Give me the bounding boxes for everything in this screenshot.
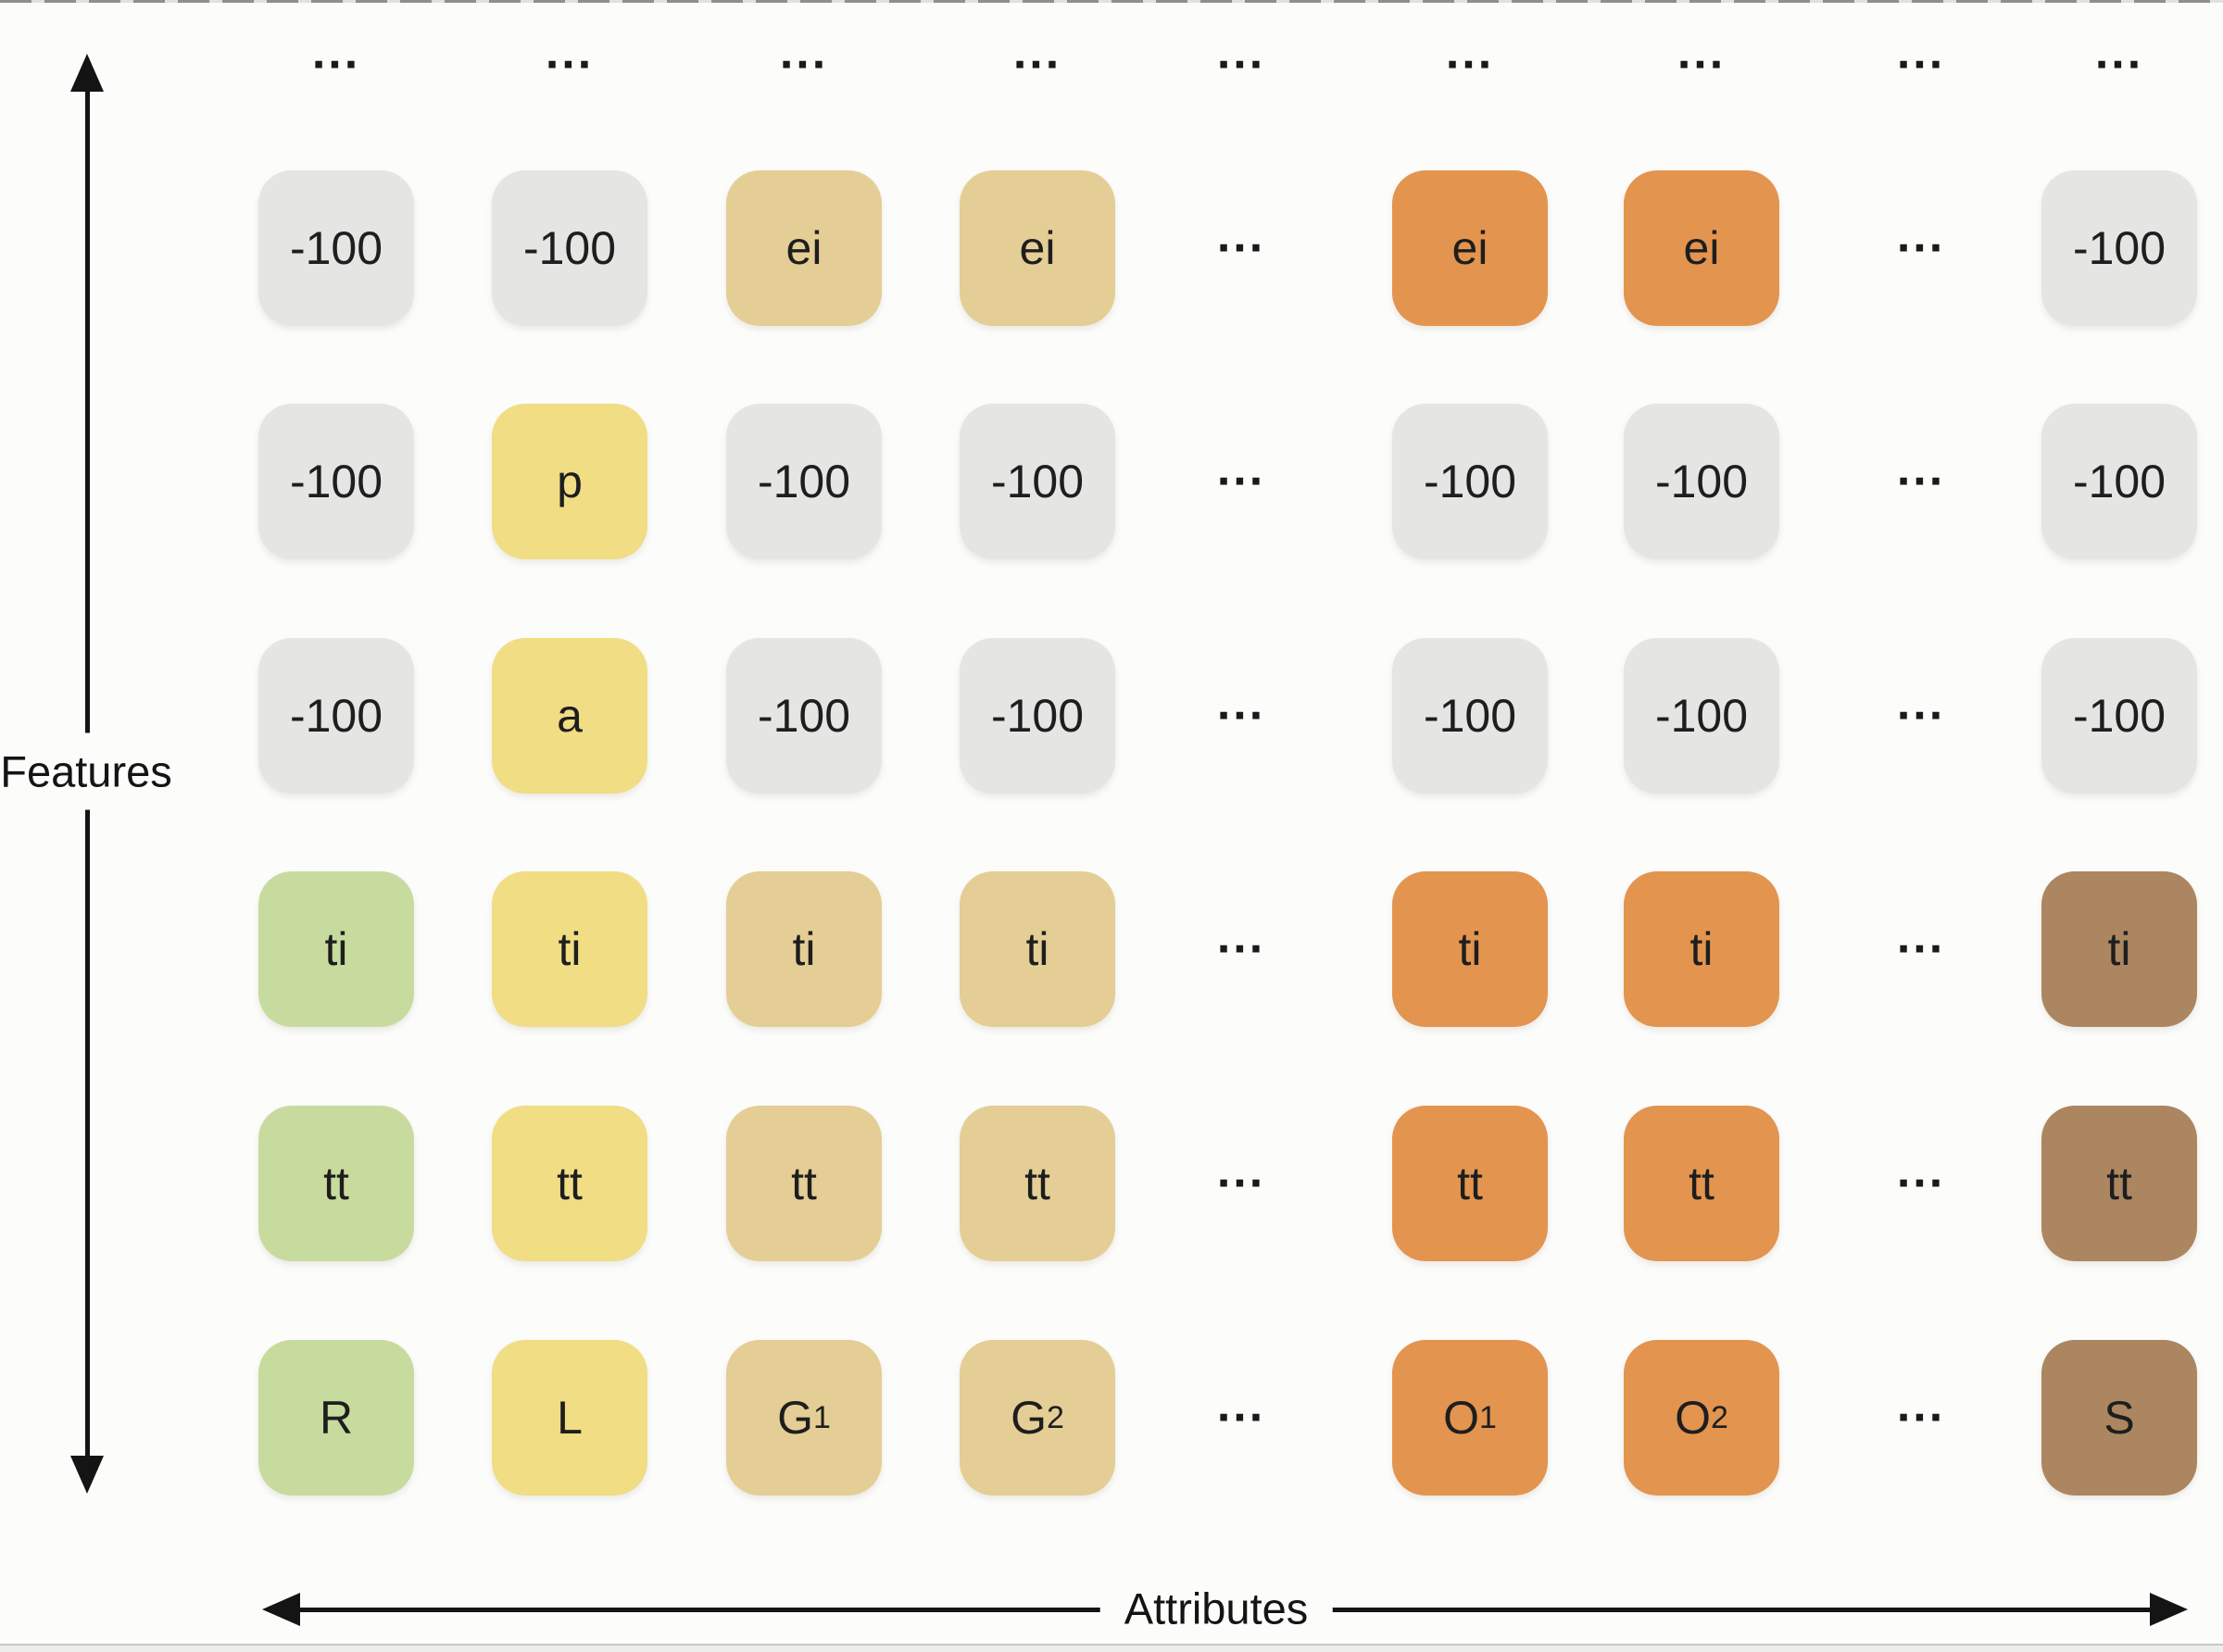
attributes-axis-right-arrowhead-icon bbox=[2150, 1593, 2188, 1626]
ellipsis-text: ... bbox=[779, 25, 829, 80]
matrix-cell: tt bbox=[2041, 1106, 2197, 1261]
attributes-axis-label: Attributes bbox=[1099, 1581, 1333, 1636]
ellipsis: ... bbox=[1624, 0, 1779, 143]
matrix-cell: -100 bbox=[960, 638, 1115, 794]
ellipsis: ... bbox=[1163, 170, 1319, 326]
matrix-cell: -100 bbox=[258, 404, 414, 559]
matrix-cell: -100 bbox=[2041, 170, 2197, 326]
features-axis-down-arrowhead-icon bbox=[70, 1456, 104, 1494]
matrix-cell: tt bbox=[492, 1106, 647, 1261]
ellipsis: ... bbox=[1843, 0, 1999, 143]
ellipsis-text: ... bbox=[1216, 1144, 1266, 1198]
ellipsis: ... bbox=[1163, 638, 1319, 794]
ellipsis: ... bbox=[960, 0, 1115, 143]
matrix-cell: R bbox=[258, 1340, 414, 1496]
matrix-cell: tt bbox=[1392, 1106, 1548, 1261]
ellipsis: ... bbox=[1843, 404, 1999, 559]
ellipsis: ... bbox=[1163, 404, 1319, 559]
ellipsis: ... bbox=[258, 0, 414, 143]
ellipsis-text: ... bbox=[1216, 909, 1266, 964]
matrix-cell: p bbox=[492, 404, 647, 559]
ellipsis: ... bbox=[726, 0, 882, 143]
matrix-cell: L bbox=[492, 1340, 647, 1496]
ellipsis: ... bbox=[1163, 1340, 1319, 1496]
matrix-cell: -100 bbox=[726, 638, 882, 794]
ellipsis-text: ... bbox=[1677, 25, 1727, 80]
matrix-cell: -100 bbox=[1624, 638, 1779, 794]
matrix-cell: ti bbox=[492, 871, 647, 1027]
matrix-cell: ti bbox=[1392, 871, 1548, 1027]
ellipsis-text: ... bbox=[1216, 208, 1266, 263]
matrix-cell: ei bbox=[960, 170, 1115, 326]
ellipsis-text: ... bbox=[1445, 25, 1495, 80]
ellipsis-text: ... bbox=[1216, 676, 1266, 731]
ellipsis-text: ... bbox=[1896, 25, 1946, 80]
ellipsis: ... bbox=[1843, 1106, 1999, 1261]
matrix-cell: -100 bbox=[2041, 638, 2197, 794]
matrix-cell: ti bbox=[2041, 871, 2197, 1027]
ellipsis: ... bbox=[1163, 871, 1319, 1027]
matrix-cell: -100 bbox=[492, 170, 647, 326]
ellipsis-text: ... bbox=[1896, 909, 1946, 964]
matrix-cell: -100 bbox=[1392, 404, 1548, 559]
ellipsis: ... bbox=[1843, 1340, 1999, 1496]
ellipsis: ... bbox=[2041, 0, 2197, 143]
matrix-cell: -100 bbox=[960, 404, 1115, 559]
ellipsis-text: ... bbox=[1896, 1378, 1946, 1433]
ellipsis: ... bbox=[1843, 170, 1999, 326]
figure-top-edge bbox=[0, 0, 2223, 3]
matrix-cell: tt bbox=[258, 1106, 414, 1261]
ellipsis: ... bbox=[1843, 638, 1999, 794]
attributes-axis-left-arrowhead-icon bbox=[262, 1593, 300, 1626]
ellipsis-text: ... bbox=[311, 25, 361, 80]
matrix-cell: -100 bbox=[1392, 638, 1548, 794]
matrix-cell: ti bbox=[960, 871, 1115, 1027]
matrix-cell: tt bbox=[960, 1106, 1115, 1261]
matrix-cell: S bbox=[2041, 1340, 2197, 1496]
features-axis-label: Features bbox=[0, 732, 176, 810]
ellipsis-text: ... bbox=[545, 25, 595, 80]
ellipsis: ... bbox=[1392, 0, 1548, 143]
matrix-cell: -100 bbox=[2041, 404, 2197, 559]
ellipsis-text: ... bbox=[1216, 25, 1266, 80]
features-axis-up-arrowhead-icon bbox=[70, 54, 104, 92]
matrix-cell: ti bbox=[726, 871, 882, 1027]
matrix-cell: tt bbox=[1624, 1106, 1779, 1261]
matrix-cell: ei bbox=[1392, 170, 1548, 326]
matrix-cell: tt bbox=[726, 1106, 882, 1261]
matrix-cell: -100 bbox=[1624, 404, 1779, 559]
ellipsis-text: ... bbox=[1012, 25, 1062, 80]
ellipsis-text: ... bbox=[1896, 1144, 1946, 1198]
matrix-cell: ei bbox=[1624, 170, 1779, 326]
matrix-cell: -100 bbox=[726, 404, 882, 559]
matrix-cell: -100 bbox=[258, 638, 414, 794]
matrix-cell: ti bbox=[1624, 871, 1779, 1027]
ellipsis: ... bbox=[492, 0, 647, 143]
ellipsis-text: ... bbox=[1896, 676, 1946, 731]
ellipsis-text: ... bbox=[1896, 208, 1946, 263]
matrix-cell: a bbox=[492, 638, 647, 794]
matrix-cell: -100 bbox=[258, 170, 414, 326]
ellipsis-text: ... bbox=[1216, 442, 1266, 496]
ellipsis: ... bbox=[1163, 1106, 1319, 1261]
matrix-cell: ei bbox=[726, 170, 882, 326]
ellipsis: ... bbox=[1163, 0, 1319, 143]
ellipsis-text: ... bbox=[2094, 25, 2144, 80]
ellipsis-text: ... bbox=[1216, 1378, 1266, 1433]
ellipsis: ... bbox=[1843, 871, 1999, 1027]
ellipsis-text: ... bbox=[1896, 442, 1946, 496]
figure-bottom-edge bbox=[0, 1644, 2223, 1652]
matrix-cell: ti bbox=[258, 871, 414, 1027]
